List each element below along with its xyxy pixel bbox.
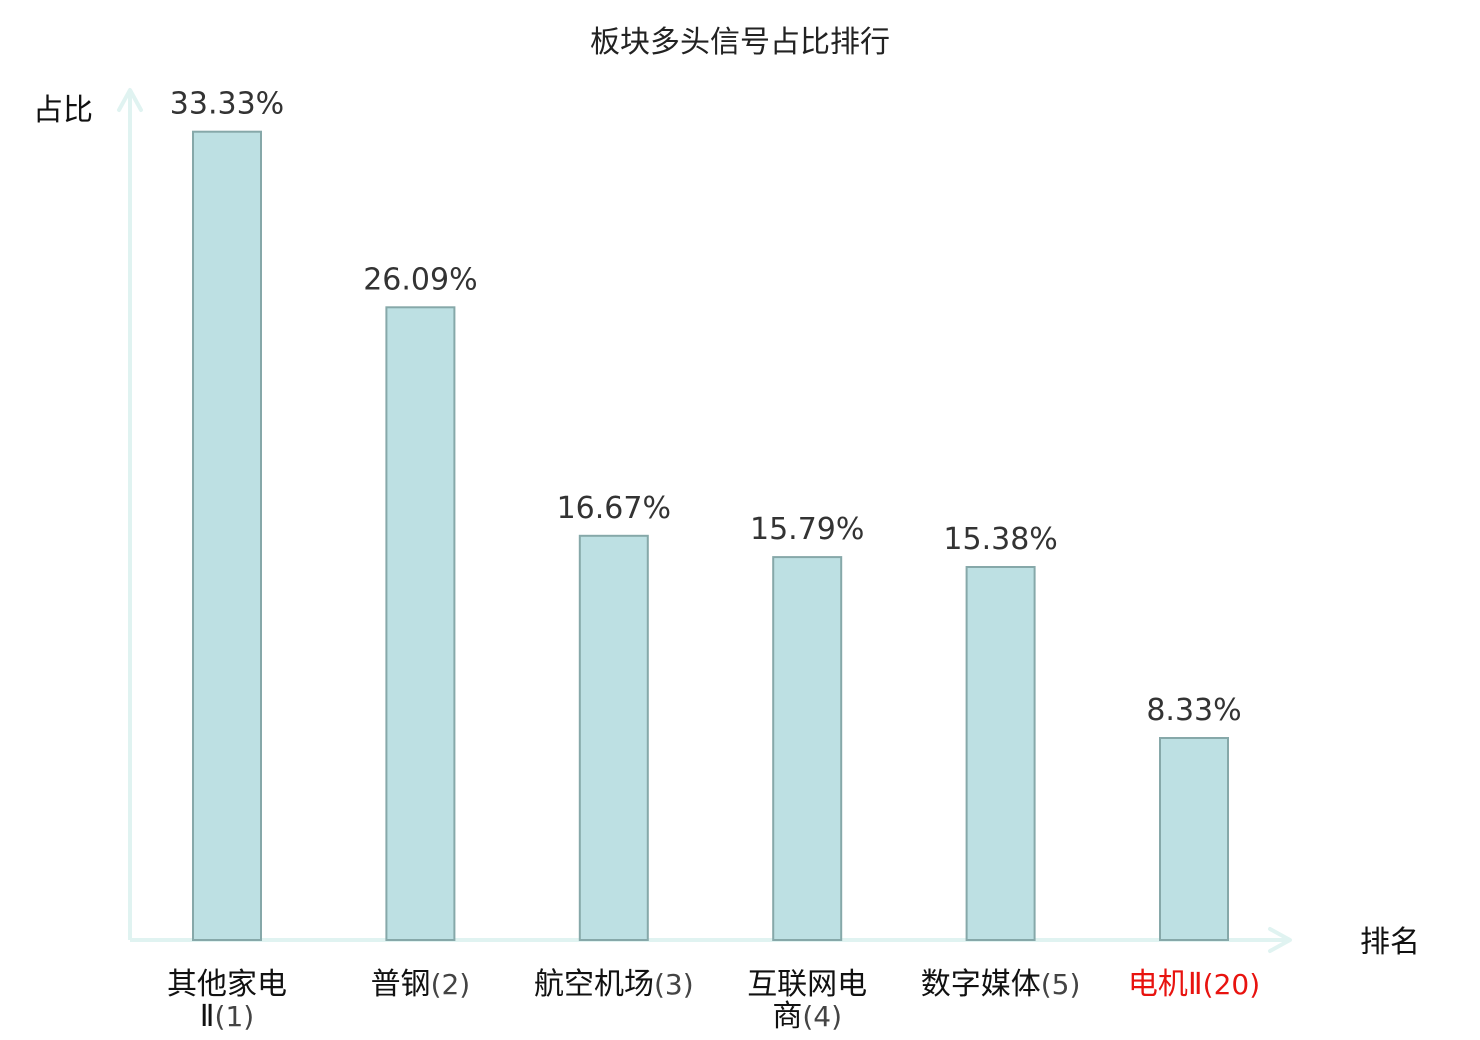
- x-axis-label: 排名: [1360, 925, 1420, 960]
- category-label-6: 电机Ⅱ(20): [1128, 967, 1260, 1002]
- category-label-3: 航空机场(3): [534, 967, 694, 1002]
- y-axis-label: 占比: [33, 93, 93, 128]
- value-label-2: 26.09%: [363, 262, 477, 297]
- bar-2: [385, 306, 456, 941]
- value-label-4: 15.79%: [750, 512, 864, 547]
- category-label-4-line-2: 商(4): [772, 999, 842, 1034]
- bar-6: [1159, 737, 1229, 941]
- category-label-1-line-1: 其他家电: [167, 967, 287, 1002]
- value-label-1: 33.33%: [170, 87, 284, 122]
- bar-5: [965, 566, 1036, 941]
- bar-1: [192, 130, 262, 941]
- x-axis-arrow: [1268, 927, 1292, 953]
- category-label-4-line-1: 互联网电: [747, 967, 867, 1002]
- value-label-3: 16.67%: [557, 491, 671, 526]
- value-label-5: 15.38%: [943, 522, 1057, 557]
- y-axis-arrow: [117, 88, 143, 112]
- category-label-5: 数字媒体(5): [921, 967, 1081, 1002]
- value-labels-group: 33.33% 26.09% 16.67% 15.79% 15.38% 8.33%: [170, 87, 1242, 728]
- category-label-2: 普钢(2): [371, 967, 471, 1002]
- x-axis: [130, 927, 1292, 953]
- category-label-1-line-2: Ⅱ(1): [200, 999, 254, 1034]
- bars-group: [192, 130, 1229, 941]
- chart-title: 板块多头信号占比排行: [590, 25, 890, 60]
- value-label-6: 8.33%: [1146, 693, 1241, 728]
- y-axis: [117, 88, 143, 940]
- bar-3: [578, 534, 649, 941]
- bar-4: [772, 556, 843, 941]
